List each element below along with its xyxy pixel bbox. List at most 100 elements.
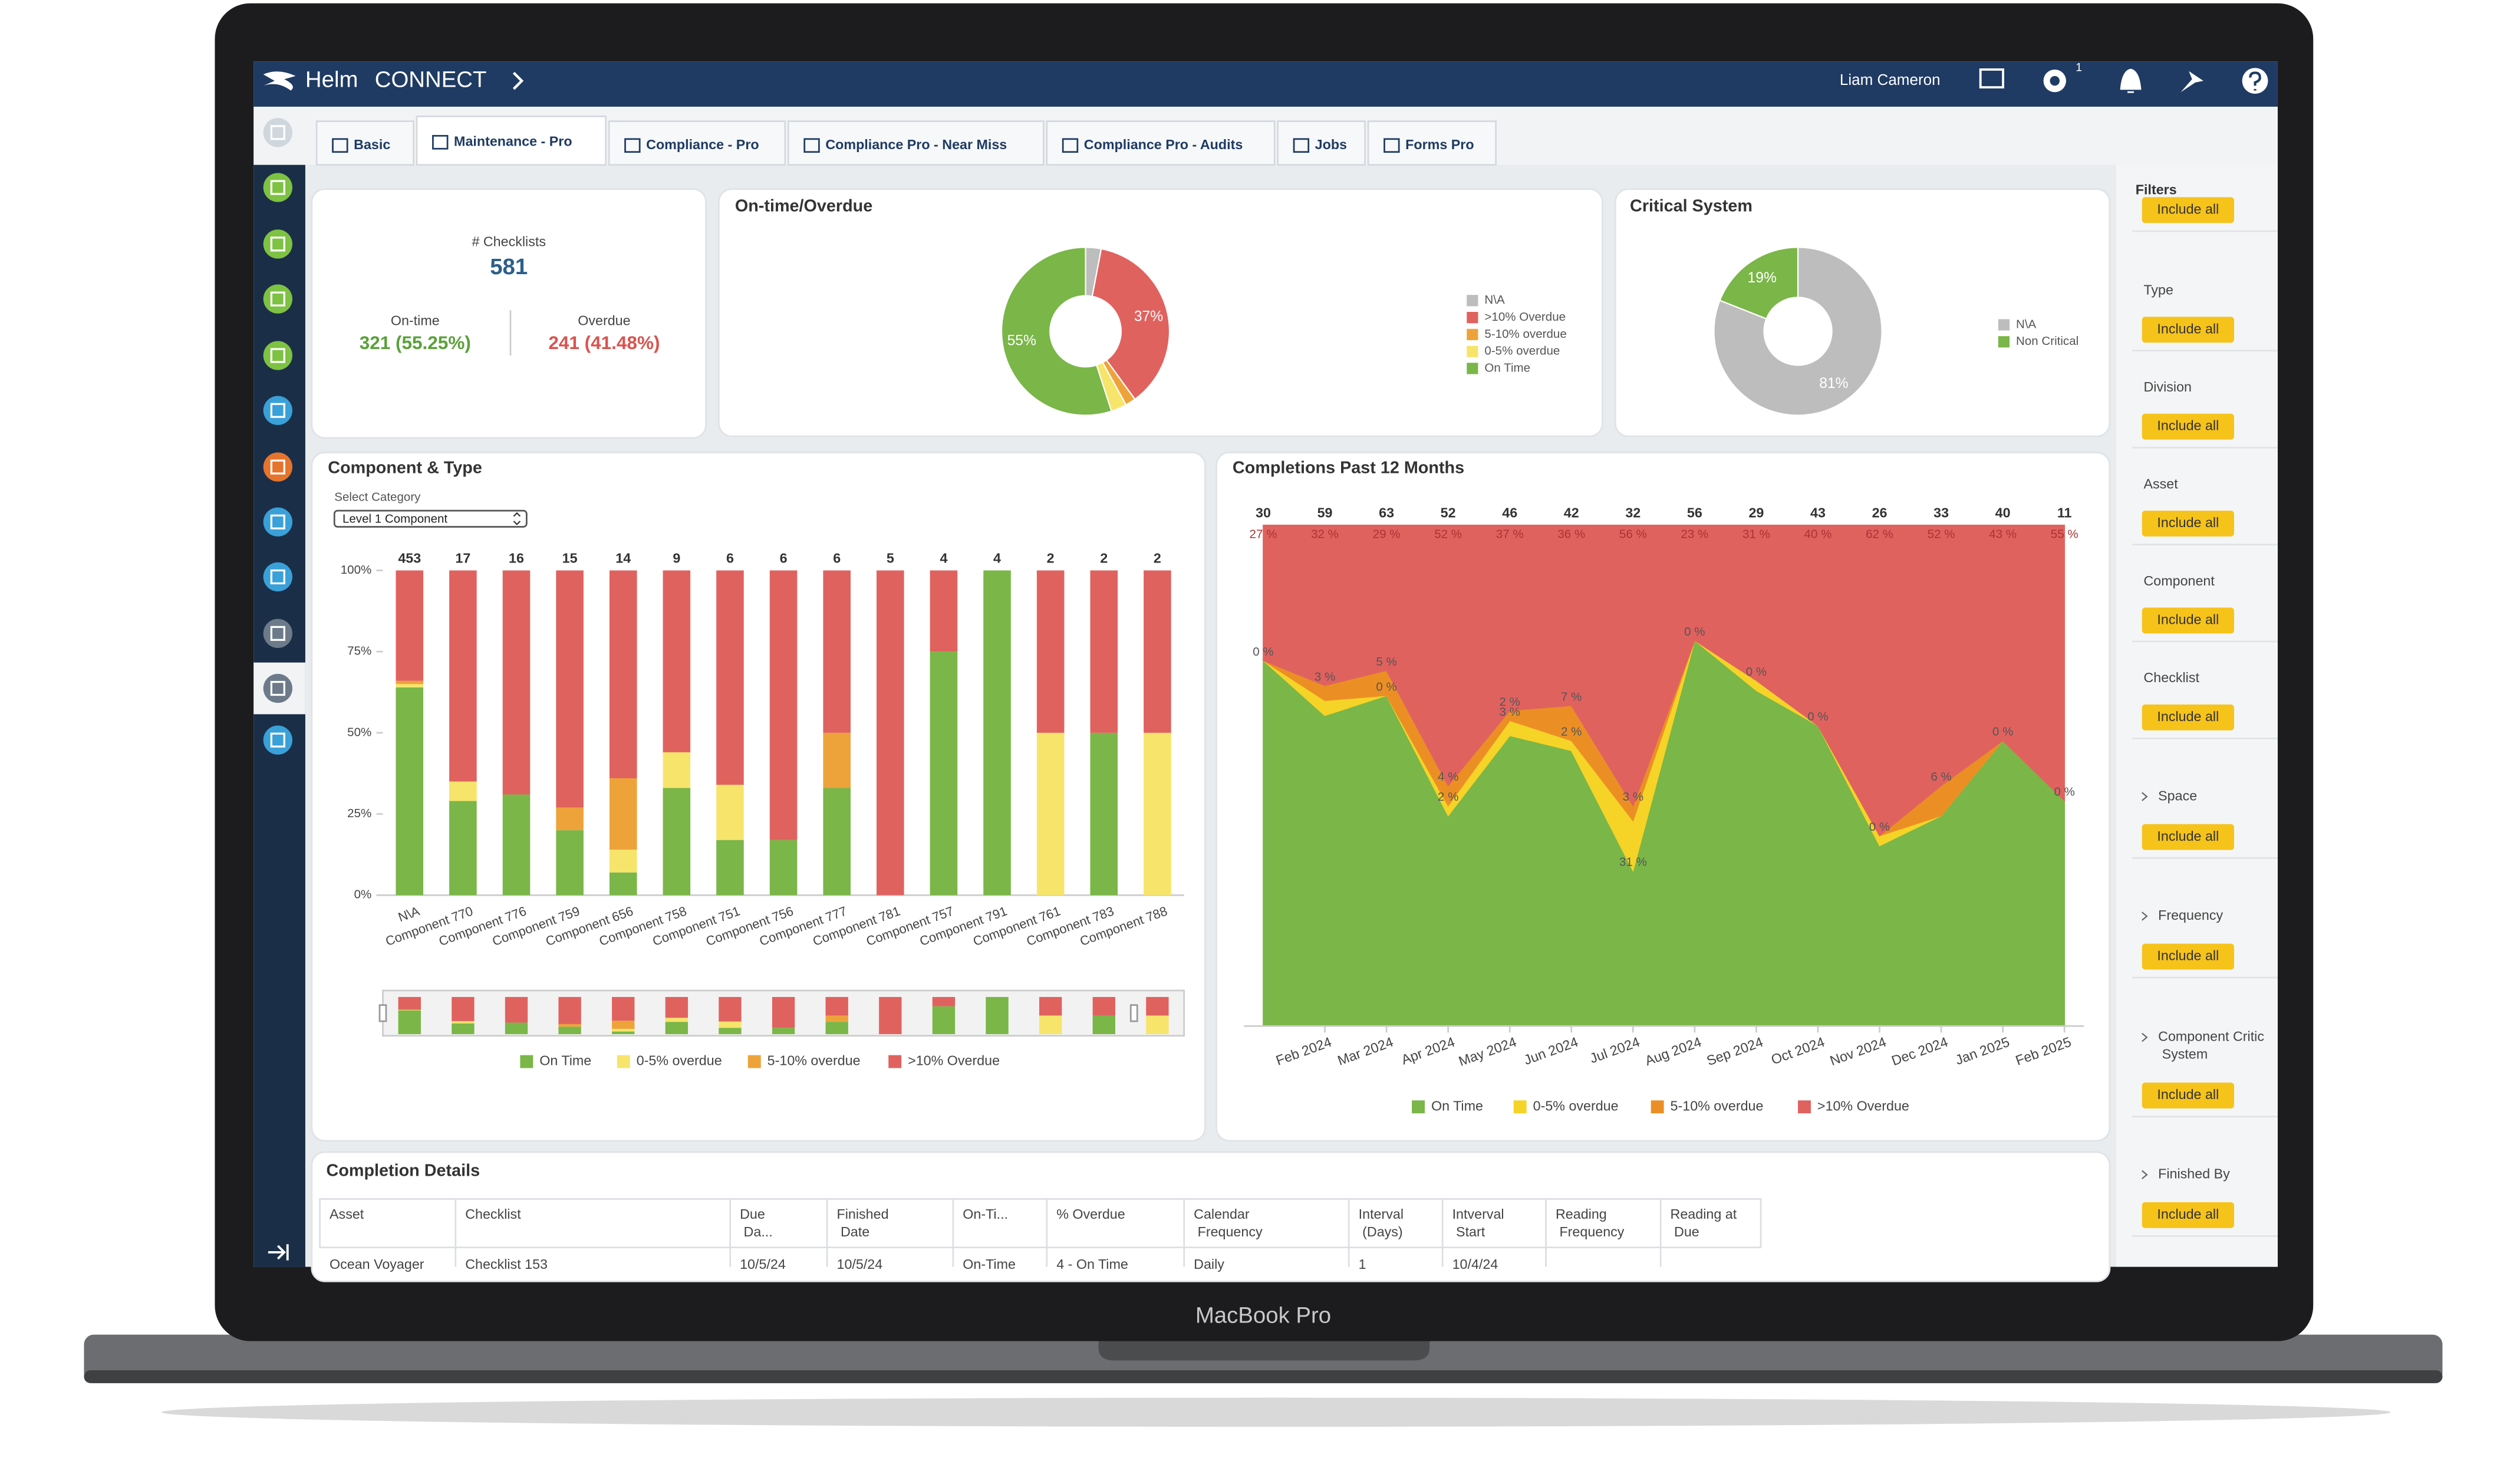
navigator-segment [612, 996, 635, 1021]
navigator-segment [825, 996, 848, 1016]
navigator-segment [558, 996, 581, 1024]
filter-button[interactable] [2142, 413, 2234, 440]
bar-segment [556, 570, 584, 808]
pie-slice [1719, 246, 1799, 320]
area-label: 31 % [1742, 528, 1770, 541]
sidebar-icon[interactable] [263, 341, 293, 370]
table-title: Completion Details [327, 1161, 480, 1180]
filter-button[interactable] [2142, 317, 2234, 343]
sidebar-icon[interactable] [263, 229, 293, 259]
area-label: 55 % [2051, 528, 2078, 541]
bar-segment [396, 687, 424, 896]
filter-button[interactable] [2142, 943, 2234, 970]
select[interactable] [333, 509, 528, 528]
monitor-icon[interactable] [1979, 68, 2004, 89]
sidebar-icon[interactable] [263, 118, 293, 147]
navigator-handle[interactable] [378, 1004, 387, 1022]
bar-segment [396, 684, 424, 687]
navigator-segment [452, 1023, 475, 1034]
bell-icon[interactable] [2120, 68, 2142, 93]
sidebar-icon[interactable] [263, 619, 293, 648]
pin-icon[interactable] [2180, 71, 2203, 93]
legend-label: On Time [1431, 1098, 1483, 1113]
table-cell: Checklist 153 [465, 1256, 548, 1272]
sidebar-icon[interactable] [263, 562, 293, 592]
bar-segment [449, 801, 477, 896]
legend-label: 0-5% overdue [637, 1053, 722, 1068]
bar-segment [930, 570, 958, 652]
tab-icon [1062, 138, 1079, 153]
filters-title: Filters [2136, 182, 2177, 198]
tab[interactable] [1046, 120, 1276, 166]
sidebar-icon[interactable] [263, 725, 293, 755]
navigator-segment [1092, 1015, 1115, 1034]
area-total: 63 [1379, 505, 1394, 521]
user-name: Liam Cameron [1840, 71, 1941, 88]
navigator-segment [879, 996, 902, 1034]
tab-label: Jobs [1315, 137, 1347, 152]
tab[interactable] [787, 120, 1045, 166]
sidebar-icon[interactable] [263, 452, 293, 482]
navigator-handle[interactable] [1129, 1004, 1138, 1022]
sidebar-icon[interactable] [263, 396, 293, 425]
select-label: Select Category [334, 491, 421, 504]
kpi-overdue: 241 (41.48%) [548, 332, 660, 353]
filter-button[interactable] [2142, 511, 2234, 537]
column-header: On-Ti... [963, 1206, 1008, 1222]
navigator-segment [452, 996, 475, 1021]
sidebar-glyph [270, 680, 285, 696]
table-cell: 10/4/24 [1452, 1256, 1498, 1272]
area-label: 0 % [1684, 625, 1705, 639]
column-header: Intverval Start [1452, 1206, 1504, 1239]
area-label: 0 % [1869, 820, 1890, 834]
help-icon[interactable] [2242, 68, 2268, 94]
legend-label: Non Critical [2016, 334, 2078, 348]
filter-button[interactable] [2142, 704, 2234, 731]
chart-title: Critical System [1630, 196, 1753, 215]
bar-total: 5 [887, 550, 894, 565]
sidebar-icon[interactable] [263, 173, 293, 202]
legend-swatch [1651, 1100, 1664, 1114]
area-label: 23 % [1681, 528, 1708, 541]
navigator-segment [772, 1028, 795, 1034]
legend-swatch [1798, 1100, 1811, 1114]
navigator-segment [558, 1024, 581, 1027]
area-label: 40 % [1804, 528, 1832, 541]
tab[interactable] [1277, 120, 1366, 166]
filter-button[interactable] [2142, 197, 2234, 223]
sidebar-icon[interactable] [263, 284, 293, 314]
table-cell: 1 [1359, 1256, 1366, 1272]
filter-button[interactable] [2142, 1202, 2234, 1228]
sidebar-icon[interactable] [263, 673, 293, 703]
sidebar-glyph [270, 291, 285, 307]
sidebar-glyph [270, 569, 285, 585]
filter-button[interactable] [2142, 1083, 2234, 1109]
collapse-icon[interactable] [268, 1244, 289, 1261]
slice-label: 81% [1819, 376, 1848, 392]
filter-button[interactable] [2142, 824, 2234, 850]
filter-button[interactable] [2142, 607, 2234, 634]
bar-total: 4 [993, 550, 1001, 565]
bar-segment [716, 840, 744, 896]
bar-total: 14 [615, 550, 631, 565]
filter-button-label: Include all [2157, 321, 2219, 336]
filter-label: Frequency [2158, 907, 2223, 923]
bar-segment [396, 680, 424, 685]
bar-segment [1090, 732, 1118, 896]
sidebar-glyph [270, 459, 285, 475]
sidebar-icon[interactable] [263, 507, 293, 537]
area-label: 29 % [1373, 528, 1401, 541]
table-cell: Daily [1194, 1256, 1224, 1272]
tab[interactable] [608, 120, 786, 166]
legend-swatch [1998, 319, 2010, 331]
slice-label: 37% [1134, 308, 1163, 324]
bar-segment [1144, 570, 1171, 733]
chevron [2142, 1170, 2148, 1180]
tab[interactable] [1367, 120, 1497, 166]
bar-total: 9 [673, 550, 680, 565]
sidebar-glyph [270, 125, 285, 140]
column-header: Reading Frequency [1556, 1206, 1625, 1239]
sidebar-glyph [270, 180, 285, 195]
